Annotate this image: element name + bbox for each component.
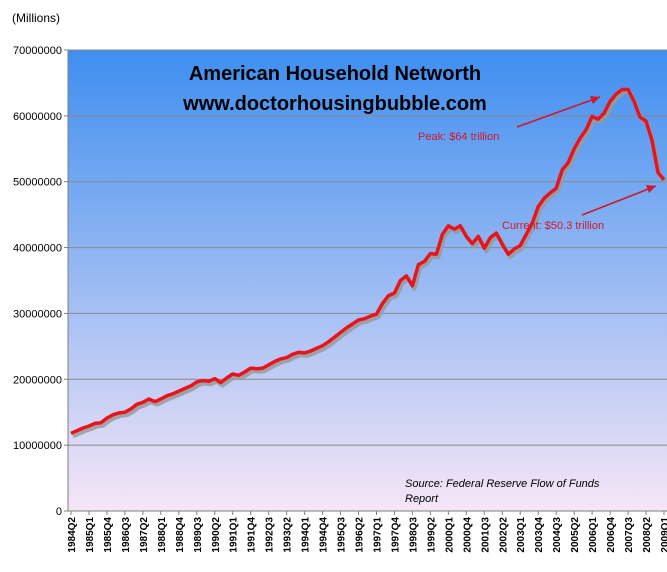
x-tick-label: 1988Q4 xyxy=(175,517,186,553)
plot-area xyxy=(68,50,667,511)
x-tick-label: 1985Q4 xyxy=(103,517,114,553)
x-axis: 1984Q2 1985Q1 1985Q4 1986Q3 1987Q2 1988Q1 1988… xyxy=(67,510,667,553)
annotations: Peak: $64 trillion Current: $50.3 trilli… xyxy=(418,96,657,232)
y-axis: 0 10000000 20000000 30000000 40000000 5000000… xyxy=(13,45,69,518)
current-annotation: Current: $50.3 trillion xyxy=(502,220,604,232)
y-tick-label: 10000000 xyxy=(13,440,62,452)
peak-arrowhead xyxy=(590,96,600,104)
series-group xyxy=(70,87,667,439)
chart-subtitle: www.doctorhousingbubble.com xyxy=(182,93,487,115)
x-tick-label: 1986Q3 xyxy=(121,517,132,553)
x-tick-label: 2003Q4 xyxy=(534,517,545,553)
x-tick-label: 2009Q1 xyxy=(660,517,667,553)
x-tick-label: 2008Q2 xyxy=(642,517,653,553)
x-tick-label: 1984Q2 xyxy=(67,517,78,553)
x-tick-label: 1995Q3 xyxy=(337,517,348,553)
x-tick-label: 1997Q4 xyxy=(390,517,401,553)
x-tick-label: 1992Q3 xyxy=(265,517,276,553)
x-tick-label: 1991Q4 xyxy=(247,517,258,553)
y-tick-label: 30000000 xyxy=(13,308,62,320)
source-line-2: Report xyxy=(405,493,439,505)
current-arrow xyxy=(581,185,657,216)
peak-annotation: Peak: $64 trillion xyxy=(418,131,499,143)
x-tick-label: 1989Q3 xyxy=(193,517,204,553)
current-arrowhead xyxy=(646,185,656,193)
x-tick-label: 1999Q2 xyxy=(426,517,437,553)
x-tick-label: 2000Q1 xyxy=(444,517,455,553)
chart-title: American Household Networth www.doctorho… xyxy=(182,63,487,115)
series-shadow xyxy=(72,90,667,439)
x-tick-label: 2001Q3 xyxy=(480,517,491,553)
x-tick-label: 1997Q1 xyxy=(372,517,383,553)
y-tick-label: 60000000 xyxy=(13,111,62,123)
x-tick-label: 1993Q2 xyxy=(283,517,294,553)
x-tick-label: 1994Q1 xyxy=(301,517,312,553)
unit-label: (Millions) xyxy=(12,11,60,25)
x-tick-label: 2002Q2 xyxy=(498,517,509,553)
y-tick-label: 40000000 xyxy=(13,243,62,255)
x-tick-label: 1990Q2 xyxy=(211,517,222,553)
x-tick-label: 1996Q2 xyxy=(355,517,366,553)
x-tick-label: 2005Q2 xyxy=(570,517,581,553)
y-tick-label: 20000000 xyxy=(13,374,62,386)
source-line-1: Source: Federal Reserve Flow of Funds xyxy=(405,478,600,490)
x-tick-label: 1994Q4 xyxy=(319,517,330,553)
x-tick-label: 2006Q4 xyxy=(606,517,617,553)
x-tick-label: 1988Q1 xyxy=(157,517,168,553)
x-tick-label: 1985Q1 xyxy=(85,517,96,553)
peak-arrow xyxy=(516,96,601,128)
y-tick-label: 0 xyxy=(56,506,62,518)
x-tick-label: 1991Q1 xyxy=(229,517,240,553)
x-tick-label: 2000Q4 xyxy=(462,517,473,553)
gridlines xyxy=(68,49,667,512)
x-tick-label: 2007Q3 xyxy=(624,517,635,553)
chart-title-line1: American Household Networth xyxy=(189,63,481,85)
x-tick-label: 2003Q1 xyxy=(516,517,527,553)
x-tick-label: 1987Q2 xyxy=(139,517,150,553)
x-tick-label: 2004Q3 xyxy=(552,517,563,553)
x-tick-label: 2006Q1 xyxy=(588,517,599,553)
source-note: Source: Federal Reserve Flow of Funds Re… xyxy=(405,478,600,505)
x-tick-label: 1998Q3 xyxy=(408,517,419,553)
y-tick-label: 50000000 xyxy=(13,177,62,189)
series-line-networth xyxy=(70,87,666,435)
y-tick-label: 70000000 xyxy=(13,45,62,57)
